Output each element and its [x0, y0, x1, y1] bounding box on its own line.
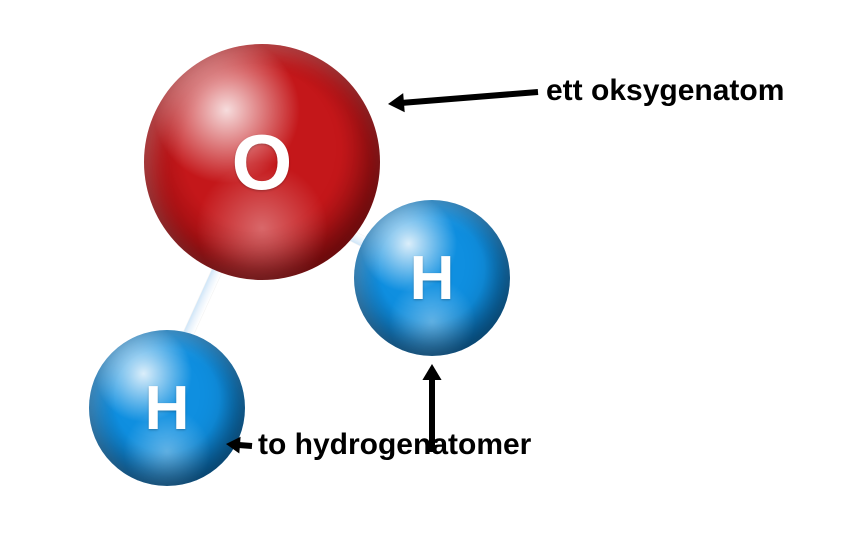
hydrogen-symbol-right: H	[410, 243, 455, 314]
hydrogen-label: to hydrogenatomer	[258, 428, 531, 462]
hydrogen-symbol-bottom: H	[145, 373, 190, 444]
oxygen-label: ett oksygenatom	[546, 74, 784, 108]
oxygen-atom: O	[144, 44, 380, 280]
hydrogen-atom-right: H	[354, 200, 510, 356]
molecule-diagram: O H H ett oksygenatom to hydrogenatomer	[0, 0, 856, 550]
oxygen-symbol: O	[232, 117, 293, 208]
hydrogen-atom-bottom: H	[89, 330, 245, 486]
